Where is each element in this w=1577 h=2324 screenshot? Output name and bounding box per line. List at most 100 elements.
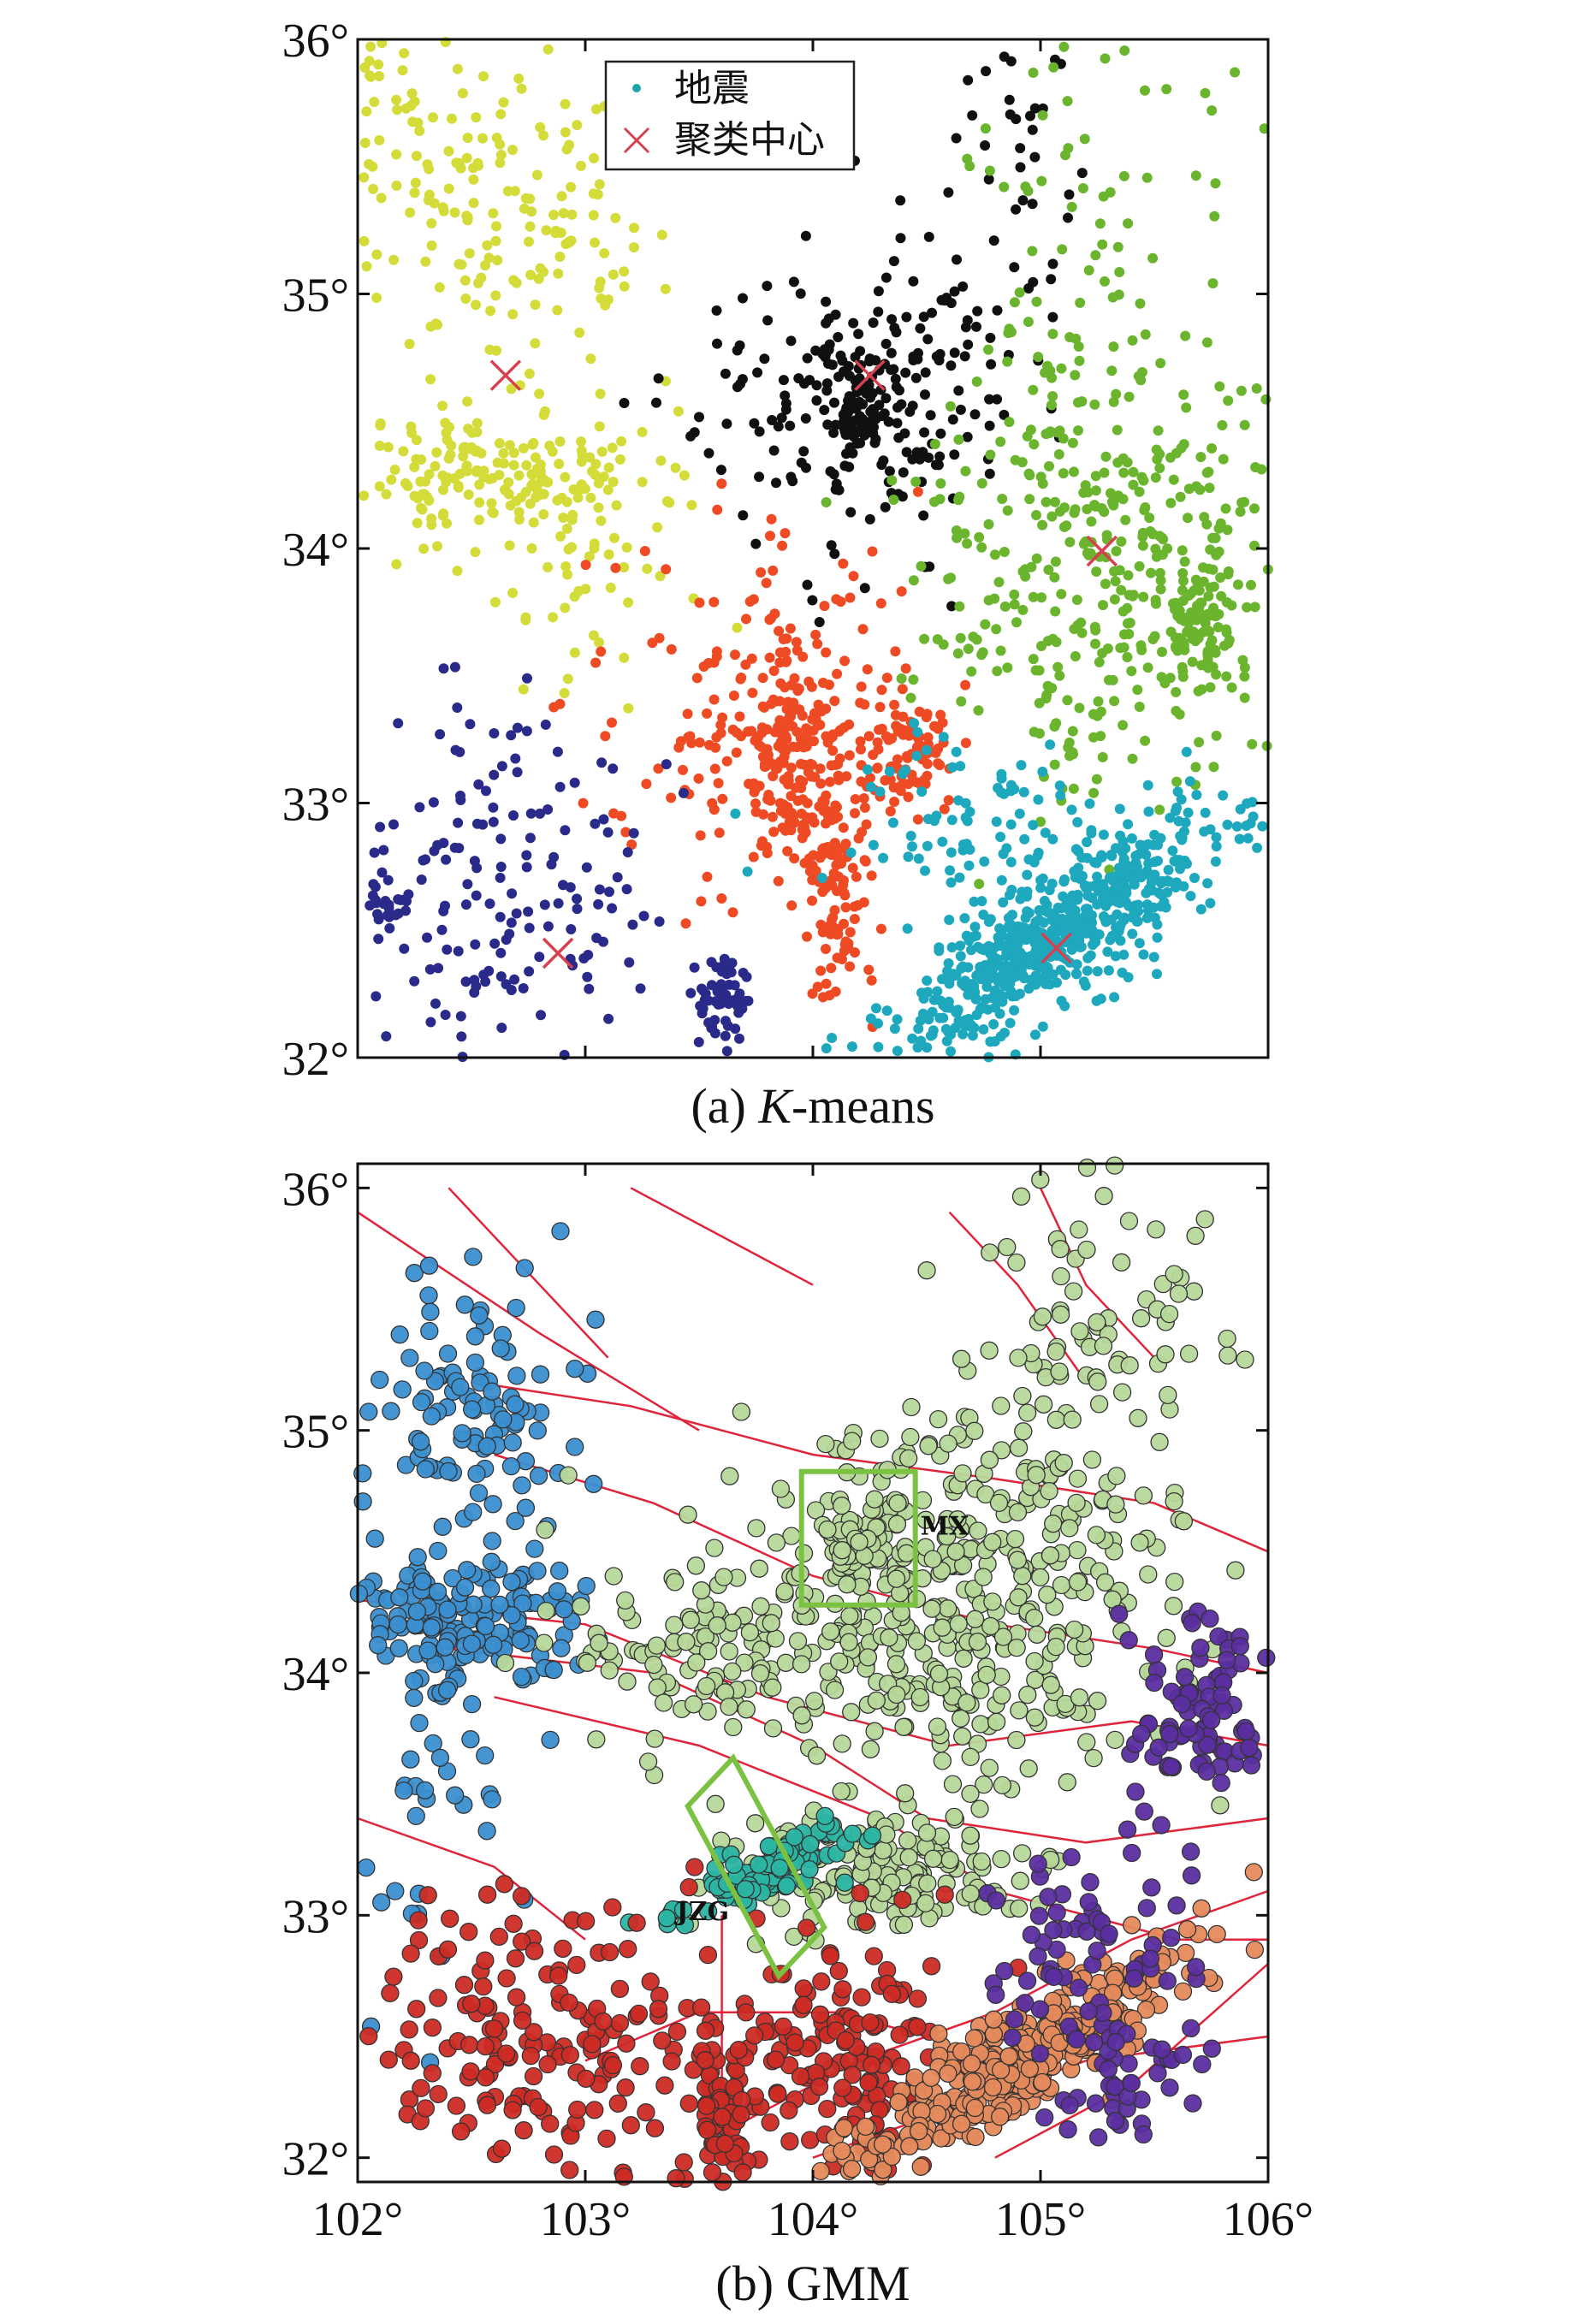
data-point bbox=[1088, 1372, 1107, 1391]
data-point bbox=[946, 942, 957, 953]
data-point bbox=[812, 1972, 831, 1991]
data-point bbox=[929, 496, 940, 507]
data-point bbox=[429, 2084, 448, 2104]
data-point bbox=[495, 862, 507, 872]
data-point bbox=[791, 1655, 811, 1674]
data-point bbox=[513, 1476, 531, 1495]
data-point bbox=[1168, 474, 1179, 485]
data-point bbox=[483, 965, 495, 976]
data-point bbox=[405, 1264, 424, 1283]
cluster-center-marker bbox=[1086, 535, 1118, 567]
data-point bbox=[934, 942, 945, 953]
data-point bbox=[776, 1653, 796, 1672]
data-point bbox=[471, 427, 483, 437]
data-point bbox=[1158, 1971, 1177, 1990]
data-point bbox=[452, 63, 463, 74]
data-point bbox=[762, 794, 774, 805]
data-point bbox=[1176, 442, 1187, 454]
data-point bbox=[442, 518, 452, 529]
data-point bbox=[865, 773, 875, 784]
data-point bbox=[711, 305, 722, 316]
data-point bbox=[1184, 1282, 1204, 1301]
data-point bbox=[470, 547, 481, 558]
data-point bbox=[1129, 879, 1140, 890]
data-point bbox=[507, 309, 519, 320]
data-point bbox=[473, 779, 484, 790]
data-point bbox=[953, 1464, 972, 1483]
data-point bbox=[361, 106, 372, 117]
data-point bbox=[577, 1576, 596, 1596]
data-point bbox=[729, 2041, 748, 2060]
data-point bbox=[1052, 661, 1064, 673]
data-point bbox=[922, 1957, 941, 1976]
data-point bbox=[567, 509, 578, 520]
data-point bbox=[827, 745, 839, 756]
data-point bbox=[616, 1591, 635, 1610]
data-point bbox=[1132, 1724, 1151, 1744]
data-point bbox=[1226, 1561, 1245, 1580]
data-point bbox=[916, 1894, 935, 1913]
data-point bbox=[937, 974, 947, 985]
data-point bbox=[780, 390, 791, 401]
data-point bbox=[414, 802, 425, 813]
data-point bbox=[737, 374, 748, 385]
data-point bbox=[696, 2021, 715, 2040]
data-point bbox=[937, 836, 948, 847]
data-point bbox=[453, 1424, 471, 1443]
data-point bbox=[410, 177, 421, 188]
data-point bbox=[1160, 2078, 1179, 2097]
data-point bbox=[1098, 829, 1109, 840]
data-point bbox=[780, 528, 791, 539]
data-point bbox=[748, 778, 759, 789]
data-point bbox=[1153, 2040, 1171, 2059]
data-point bbox=[616, 2078, 635, 2097]
data-point bbox=[1118, 836, 1129, 847]
data-point bbox=[736, 731, 746, 742]
data-point bbox=[999, 2047, 1018, 2066]
data-point bbox=[774, 2017, 792, 2036]
data-point bbox=[1044, 1515, 1063, 1533]
data-point bbox=[580, 560, 591, 571]
data-point bbox=[721, 1046, 732, 1057]
data-point bbox=[773, 875, 784, 886]
data-point bbox=[980, 960, 991, 970]
data-point bbox=[610, 562, 621, 573]
data-point bbox=[971, 321, 981, 332]
data-point bbox=[511, 908, 522, 919]
data-point bbox=[689, 962, 700, 973]
data-point bbox=[918, 1874, 937, 1893]
data-point bbox=[1180, 817, 1191, 828]
data-point bbox=[913, 853, 924, 864]
data-point bbox=[1049, 759, 1060, 770]
data-point bbox=[600, 1942, 620, 1962]
data-point bbox=[1161, 84, 1172, 95]
data-point bbox=[902, 752, 913, 763]
data-point bbox=[424, 963, 436, 975]
data-point bbox=[919, 633, 930, 644]
data-point bbox=[678, 764, 688, 775]
data-point bbox=[1183, 2094, 1202, 2113]
data-point bbox=[430, 460, 441, 471]
data-point bbox=[874, 1841, 892, 1860]
data-point bbox=[628, 242, 639, 253]
data-point bbox=[1038, 917, 1049, 928]
data-point bbox=[757, 673, 768, 684]
data-point bbox=[964, 1580, 983, 1598]
data-point bbox=[786, 762, 797, 774]
data-point bbox=[1246, 579, 1256, 590]
data-point bbox=[802, 931, 812, 942]
data-point bbox=[1060, 2096, 1079, 2115]
data-point bbox=[746, 1814, 765, 1833]
data-point bbox=[1123, 618, 1133, 629]
data-point bbox=[488, 208, 499, 219]
data-point bbox=[788, 1632, 808, 1651]
data-point bbox=[775, 678, 786, 689]
data-point bbox=[1178, 389, 1189, 400]
data-point bbox=[438, 1600, 457, 1619]
data-point bbox=[1212, 1773, 1230, 1793]
data-point bbox=[1180, 330, 1191, 341]
data-point bbox=[810, 2005, 830, 2024]
data-point bbox=[506, 917, 517, 928]
data-point bbox=[1172, 1694, 1191, 1714]
data-point bbox=[730, 649, 740, 661]
